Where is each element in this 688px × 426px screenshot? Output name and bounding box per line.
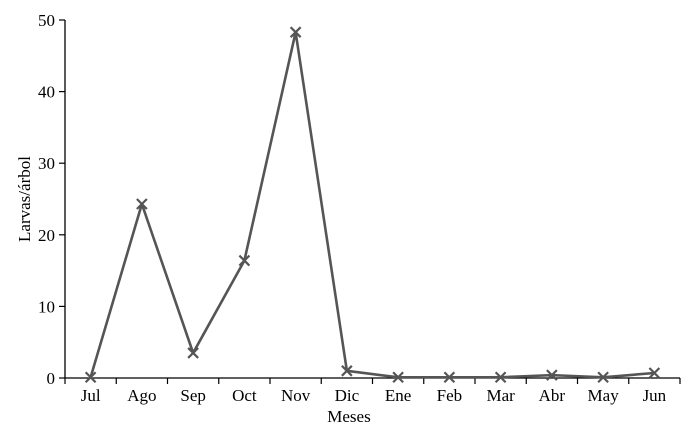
y-tick-label: 40 <box>38 83 55 102</box>
series-layer <box>84 26 661 384</box>
data-point-marker <box>546 369 558 381</box>
data-point-marker <box>494 371 507 384</box>
data-point-marker <box>341 365 353 377</box>
y-axis-ticks: 0 10 20 30 40 50 <box>38 11 65 388</box>
data-point-marker <box>84 371 97 384</box>
data-point-marker <box>392 371 404 384</box>
x-tick-label: May <box>588 386 620 405</box>
x-tick-label: Ago <box>127 386 156 405</box>
x-tick-label: Ene <box>385 386 411 405</box>
x-axis-title: Meses <box>327 407 370 426</box>
x-tick-label: Jul <box>81 386 101 405</box>
data-point-marker <box>238 254 251 267</box>
data-point-marker <box>136 198 148 210</box>
data-point-marker <box>187 347 199 359</box>
x-tick-label: Feb <box>437 386 463 405</box>
series-line <box>89 30 655 379</box>
axes <box>64 20 680 379</box>
x-tick-label: Oct <box>232 386 257 405</box>
y-tick-label: 50 <box>38 11 55 30</box>
y-tick-label: 10 <box>38 297 55 316</box>
data-point-marker <box>648 367 661 379</box>
x-tick-label: Mar <box>486 386 515 405</box>
x-axis-ticks: Jul Ago Sep Oct Nov Dic Ene Feb Mar Abr May Jun <box>64 378 681 405</box>
x-tick-label: Jun <box>643 386 667 405</box>
y-tick-label: 20 <box>38 226 55 245</box>
y-tick-label: 30 <box>38 154 55 173</box>
data-point-marker <box>443 371 456 384</box>
data-point-marker <box>289 26 302 38</box>
x-tick-label: Sep <box>180 386 206 405</box>
data-point-marker <box>597 371 609 384</box>
y-axis-title: Larvas/árbol <box>15 156 34 242</box>
x-tick-label: Nov <box>281 386 311 405</box>
x-tick-label: Abr <box>539 386 566 405</box>
y-tick-label: 0 <box>47 369 56 388</box>
x-tick-label: Dic <box>335 386 360 405</box>
